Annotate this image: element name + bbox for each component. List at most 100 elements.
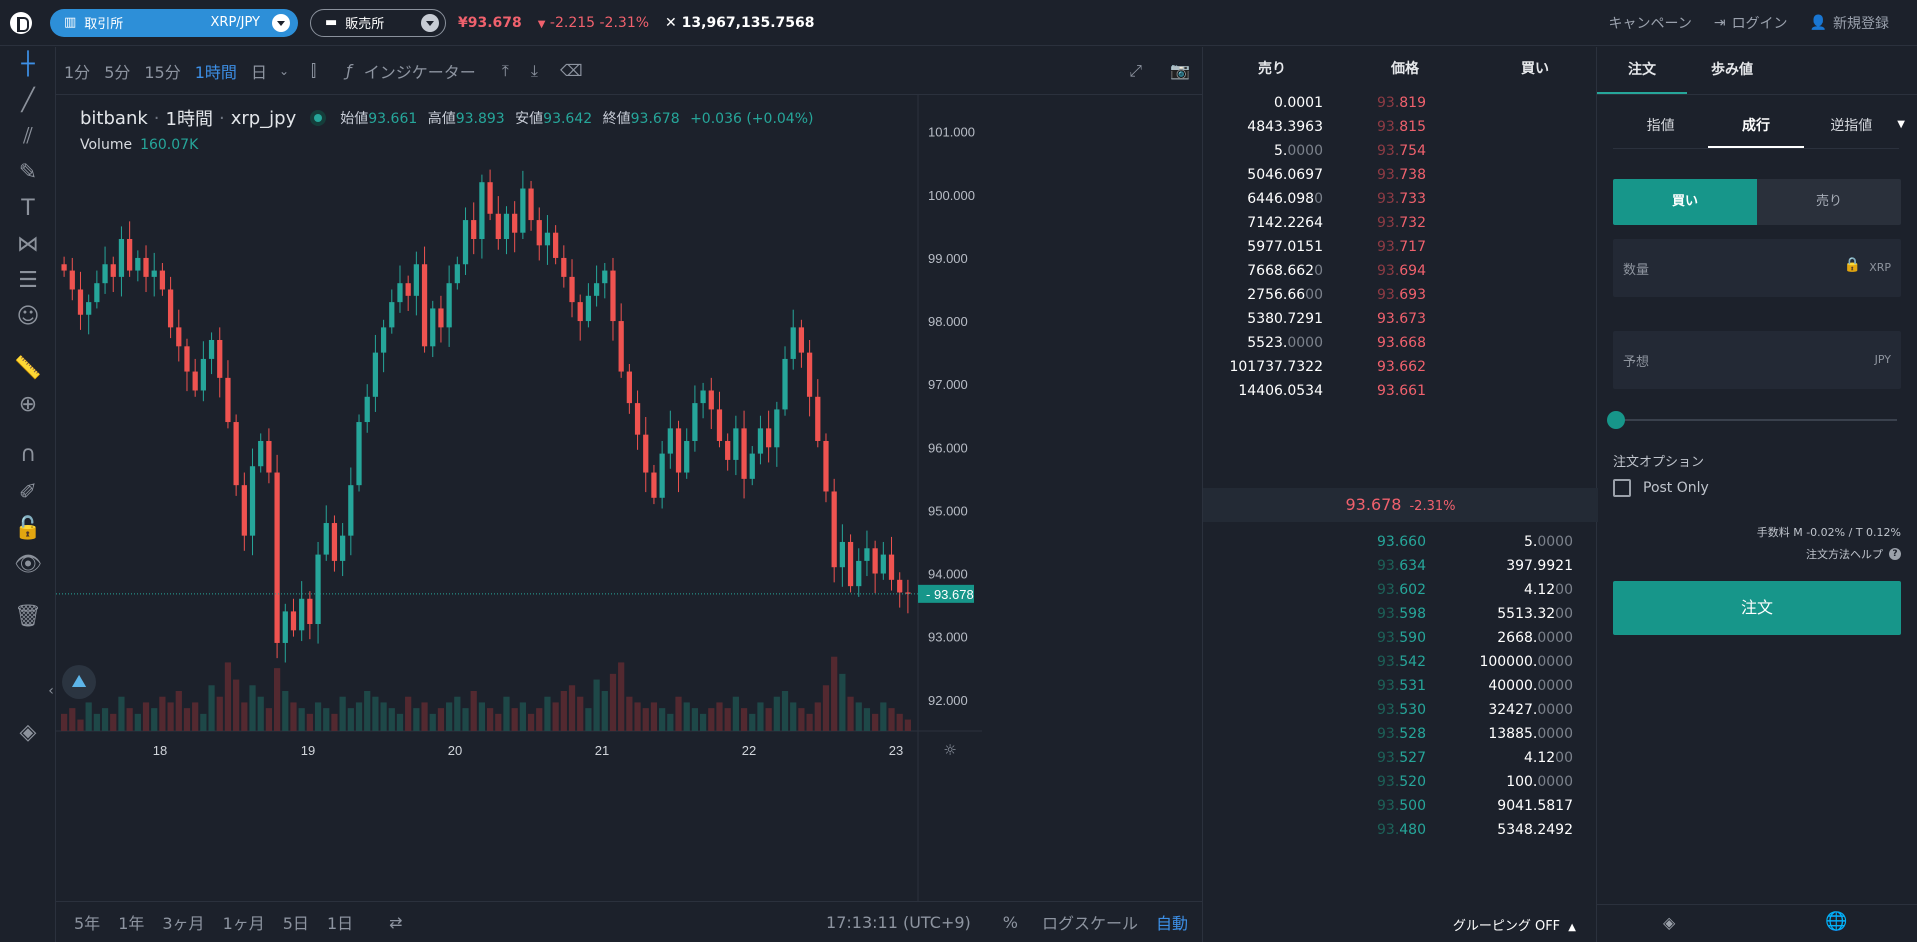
bid-row[interactable]: 93.634 397.9921 <box>1203 552 1598 581</box>
timeframe-5m[interactable]: 5分 <box>104 62 131 82</box>
slider-knob[interactable] <box>1607 411 1625 429</box>
bid-row[interactable]: 93.590 2668.0000 <box>1203 624 1598 653</box>
ask-row[interactable]: 5977.0151 93.717 <box>1203 233 1598 262</box>
buy-button[interactable]: 買い <box>1613 179 1757 225</box>
ask-row[interactable]: 4843.3963 93.815 <box>1203 113 1598 142</box>
quantity-field[interactable]: 数量 🔒 XRP <box>1613 239 1901 297</box>
trendline-icon[interactable]: ╱ <box>21 88 35 113</box>
bid-row[interactable]: 93.542 100000.0000 <box>1203 648 1598 677</box>
bid-row[interactable]: 93.530 32427.0000 <box>1203 696 1598 725</box>
volume-bar <box>536 708 543 731</box>
fullscreen-icon[interactable]: ⤢ <box>1129 60 1143 80</box>
bid-row[interactable]: 93.500 9041.5817 <box>1203 792 1598 821</box>
range-5y[interactable]: 5年 <box>74 914 101 933</box>
more-caret-icon[interactable]: ▼ <box>1897 119 1905 130</box>
camera-icon[interactable]: 📷 <box>1170 61 1190 80</box>
brush-icon[interactable]: ✎ <box>18 160 38 185</box>
campaign-link[interactable]: キャンペーン <box>1609 13 1692 33</box>
range-1y[interactable]: 1年 <box>118 914 145 933</box>
bid-row[interactable]: 93.602 4.1200 <box>1203 576 1598 605</box>
ask-row[interactable]: 5380.7291 93.673 <box>1203 305 1598 334</box>
percent-toggle[interactable]: % <box>1002 912 1018 932</box>
estimate-field[interactable]: 予想 JPY <box>1613 331 1901 389</box>
ask-row[interactable]: 101737.7322 93.662 <box>1203 353 1598 382</box>
market-selector[interactable]: ▥ 取引所 XRP/JPY <box>50 8 298 37</box>
tab-order[interactable]: 注文 <box>1597 47 1687 94</box>
timeframe-15m[interactable]: 15分 <box>144 62 181 82</box>
upload-icon[interactable]: ⤒ <box>501 60 509 80</box>
submit-order-button[interactable]: 注文 <box>1613 581 1901 635</box>
tradingview-logo[interactable]: ⛰ <box>62 665 96 699</box>
ask-row[interactable]: 5046.0697 93.738 <box>1203 161 1598 190</box>
volume-bar <box>110 713 117 731</box>
unlock-icon[interactable]: 🔓 <box>14 516 42 541</box>
function-icon[interactable]: ƒ <box>346 61 352 80</box>
range-5d[interactable]: 5日 <box>282 914 309 933</box>
timeframe-1m[interactable]: 1分 <box>64 62 91 82</box>
indicators-button[interactable]: インジケーター <box>363 62 476 82</box>
exchange-selector[interactable]: ▬ 販売所 <box>310 8 446 37</box>
price-tick-label: 94.000 <box>928 567 968 582</box>
layers-icon[interactable]: ◈ <box>19 720 37 745</box>
trash-icon[interactable]: 🗑 <box>14 604 42 629</box>
tab-stop[interactable]: 逆指値 <box>1830 118 1873 134</box>
candle-body <box>307 598 313 625</box>
clock-time[interactable]: 17:13:11 (UTC+9) <box>826 912 971 932</box>
lock-drawing-icon[interactable]: ✐ <box>18 480 38 505</box>
emoji-icon[interactable]: ☺ <box>16 304 40 329</box>
login-link[interactable]: ⇥ ログイン <box>1714 13 1788 33</box>
layers-icon[interactable]: ◈ <box>1663 913 1676 932</box>
bid-row[interactable]: 93.660 5.0000 <box>1203 528 1598 557</box>
ask-row[interactable]: 5.0000 93.754 <box>1203 137 1598 166</box>
ask-row[interactable]: 5523.0000 93.668 <box>1203 329 1598 358</box>
fib-icon[interactable]: ⫽ <box>23 124 33 149</box>
ask-row[interactable]: 0.0001 93.819 <box>1203 89 1598 118</box>
download-icon[interactable]: ⤓ <box>530 60 538 80</box>
collapse-icon[interactable]: ‹ <box>48 683 54 699</box>
timeframe-1h[interactable]: 1時間 <box>194 62 237 82</box>
date-range-icon[interactable]: ⇄ <box>389 912 403 932</box>
ask-row[interactable]: 7142.2264 93.732 <box>1203 209 1598 238</box>
eraser-icon[interactable]: ⌫ <box>559 61 583 80</box>
zoom-in-icon[interactable]: ⊕ <box>18 392 38 417</box>
bid-row[interactable]: 93.598 5513.3200 <box>1203 600 1598 629</box>
lock-icon[interactable]: 🔒 <box>1843 257 1861 273</box>
timeframe-day[interactable]: 日 <box>250 62 267 82</box>
price-chart[interactable]: 101.000 100.000 99.000 98.000 97.000 96.000 95… <box>56 95 1202 901</box>
sell-button[interactable]: 売り <box>1757 179 1901 225</box>
bid-row[interactable]: 93.528 13885.0000 <box>1203 720 1598 749</box>
amount-slider[interactable] <box>1607 411 1897 429</box>
candle-type-icon[interactable]: ⫿ <box>311 60 317 80</box>
signup-link[interactable]: 👤 新規登録 <box>1810 13 1889 33</box>
ask-row[interactable]: 14406.0534 93.661 <box>1203 377 1598 406</box>
bid-row[interactable]: 93.520 100.0000 <box>1203 768 1598 797</box>
ask-row[interactable]: 6446.0980 93.733 <box>1203 185 1598 214</box>
ask-row[interactable]: 7668.6620 93.694 <box>1203 257 1598 286</box>
ruler-icon[interactable]: 📏 <box>14 356 42 381</box>
eye-icon[interactable]: 👁 <box>14 552 42 577</box>
log-scale-toggle[interactable]: ログスケール <box>1041 914 1138 933</box>
text-icon[interactable]: T <box>21 196 35 221</box>
bid-row[interactable]: 93.527 4.1200 <box>1203 744 1598 773</box>
grouping-toggle[interactable]: グルーピング OFF ▲ <box>1453 915 1576 934</box>
magnet-icon[interactable]: ∩ <box>19 442 37 467</box>
crosshair-icon[interactable]: ┼ <box>21 52 35 77</box>
order-help-link[interactable]: 注文方法ヘルプ ? <box>1806 546 1901 562</box>
tab-market[interactable]: 成行 <box>1708 105 1804 148</box>
globe-icon[interactable]: 🌐 <box>1825 911 1848 932</box>
bid-row[interactable]: 93.531 40000.0000 <box>1203 672 1598 701</box>
ask-row[interactable]: 2756.6600 93.693 <box>1203 281 1598 310</box>
range-1m[interactable]: 1ヶ月 <box>222 914 265 933</box>
tab-trades[interactable]: 歩み値 <box>1711 62 1753 78</box>
range-1d[interactable]: 1日 <box>326 914 354 933</box>
post-only-checkbox[interactable] <box>1613 479 1631 497</box>
bitbank-logo[interactable] <box>10 11 32 34</box>
tab-limit[interactable]: 指値 <box>1646 118 1675 134</box>
auto-scale-toggle[interactable]: 自動 <box>1155 914 1188 933</box>
bid-row[interactable]: 93.480 5348.2492 <box>1203 816 1598 845</box>
chevron-down-icon[interactable]: ⌄ <box>278 63 290 78</box>
range-3m[interactable]: 3ヶ月 <box>162 914 205 933</box>
prediction-icon[interactable]: ☰ <box>18 268 38 293</box>
pattern-icon[interactable]: ⋈ <box>17 232 39 257</box>
candle-body <box>167 289 174 328</box>
